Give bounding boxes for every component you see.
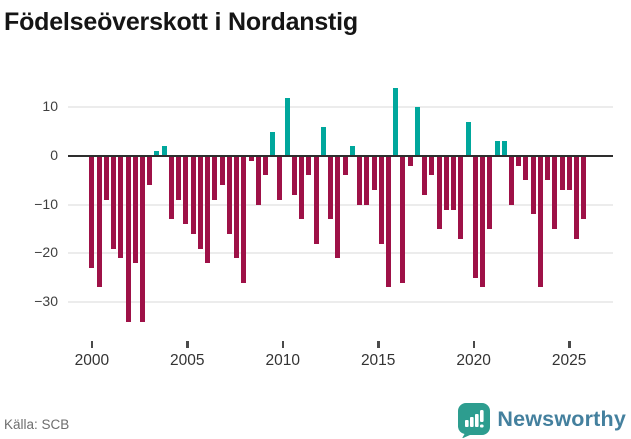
bar (161, 146, 167, 156)
bar (183, 156, 189, 225)
y-axis-label: 0 (50, 147, 58, 163)
bar (537, 156, 543, 288)
bar (429, 156, 435, 176)
bar (111, 156, 117, 249)
bar (190, 156, 196, 234)
x-axis-tick (472, 341, 476, 348)
bar (451, 156, 457, 210)
bar (371, 156, 377, 191)
bar (335, 156, 341, 259)
zero-axis-line (68, 155, 613, 157)
bar (248, 156, 254, 161)
x-axis-tick (90, 341, 94, 348)
bar (255, 156, 261, 205)
newsworthy-logo[interactable]: Newsworthy (456, 401, 626, 439)
bar (414, 107, 420, 156)
y-axis-label: −30 (34, 293, 58, 310)
x-axis-label: 2005 (170, 352, 205, 369)
bar (472, 156, 478, 278)
bar (262, 156, 268, 176)
bar (494, 141, 500, 156)
bar (168, 156, 174, 220)
bar (277, 156, 283, 200)
bar (516, 156, 522, 166)
bar (299, 156, 305, 220)
bar (566, 156, 572, 191)
bar (349, 146, 355, 156)
bar (508, 156, 514, 205)
bar (523, 156, 529, 181)
bar (205, 156, 211, 264)
bar (118, 156, 124, 259)
bar (320, 126, 326, 156)
gridline (68, 106, 613, 109)
bar (306, 156, 312, 176)
bar (212, 156, 218, 200)
bar (328, 156, 334, 220)
bar (176, 156, 182, 200)
bar (291, 156, 297, 195)
bar (226, 156, 232, 234)
bar (407, 156, 413, 166)
bar (458, 156, 464, 239)
bar (465, 121, 471, 156)
x-axis-tick (281, 341, 285, 348)
bar (96, 156, 102, 288)
x-axis-label: 2000 (74, 352, 110, 369)
gridline (68, 301, 613, 304)
y-axis-label: 10 (42, 98, 58, 115)
bar (234, 156, 240, 259)
bar (400, 156, 406, 283)
x-axis-label: 2015 (360, 352, 396, 369)
bar (313, 156, 319, 244)
x-axis-label: 2020 (456, 352, 491, 369)
bar (270, 131, 276, 156)
bar (103, 156, 109, 200)
bar (132, 156, 138, 264)
chart-title: Födelseöverskott i Nordanstig (4, 8, 358, 36)
bar (357, 156, 363, 205)
bar (364, 156, 370, 205)
bar (480, 156, 486, 288)
bar (501, 141, 507, 156)
bar (89, 156, 95, 268)
y-axis-label: −20 (34, 244, 58, 261)
x-axis-label: 2010 (265, 352, 300, 369)
bar (342, 156, 348, 176)
bar (385, 156, 391, 288)
plot-area (68, 85, 613, 328)
bar (393, 87, 399, 156)
x-axis-tick (186, 341, 189, 348)
source-caption: Källa: SCB (4, 417, 70, 432)
bar (219, 156, 225, 186)
x-axis-tick (377, 341, 380, 348)
bar (581, 156, 587, 220)
newsworthy-wordmark: Newsworthy (497, 407, 626, 431)
bar (422, 156, 428, 195)
x-axis-label: 2025 (551, 352, 587, 369)
bar (559, 156, 565, 191)
bar (154, 151, 160, 156)
x-axis-tick (568, 341, 571, 348)
gridline (68, 252, 613, 255)
y-axis-label: −10 (34, 195, 58, 212)
bar (140, 156, 145, 322)
bar (487, 156, 493, 230)
bar (443, 156, 449, 210)
gridline (68, 203, 613, 206)
bar (436, 156, 442, 230)
bar (125, 156, 131, 322)
bar (378, 156, 384, 244)
bar (197, 156, 203, 249)
bar (241, 156, 247, 283)
bar (545, 156, 551, 181)
bar (147, 156, 153, 186)
bar (530, 156, 536, 215)
bar (284, 97, 290, 156)
newsworthy-icon (456, 401, 491, 439)
bar (574, 156, 580, 239)
bar (552, 156, 558, 230)
